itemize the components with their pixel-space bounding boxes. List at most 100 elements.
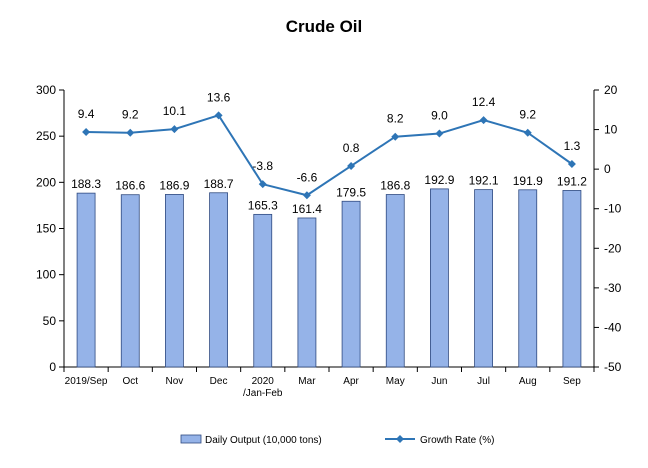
bar-value-label: 186.8: [380, 179, 410, 193]
line-value-label: 12.4: [472, 95, 496, 109]
bar: [253, 213, 273, 368]
left-tick-label: 50: [43, 314, 57, 328]
bar: [209, 192, 228, 368]
bar-value-label: 188.7: [204, 177, 234, 191]
line-value-label: 0.8: [343, 141, 360, 155]
x-tick-label: 2019/Sep: [65, 376, 108, 387]
line-point: [302, 191, 311, 200]
line-value-label: 9.2: [519, 108, 536, 122]
line-point: [126, 128, 135, 137]
line-value-label: 9.0: [431, 109, 448, 123]
line-point: [567, 159, 576, 168]
legend-bar-swatch: [180, 434, 202, 444]
right-tick-label: 20: [604, 83, 618, 97]
bar: [297, 217, 317, 368]
bar: [120, 194, 140, 368]
right-tick-label: -50: [604, 360, 622, 374]
data-labels: 188.3 186.6 186.9 188.7 165.3 161.4 179.5 186.8…: [71, 90, 587, 216]
left-tick-label: 150: [36, 222, 56, 236]
x-tick-label: Sep: [563, 376, 581, 387]
x-tick-label: Jul: [477, 376, 490, 387]
bar: [76, 192, 96, 368]
x-tick-label-line: Oct: [122, 376, 138, 387]
line-value-label: 1.3: [564, 139, 581, 153]
right-tick-label: -10: [604, 202, 622, 216]
line-value-label: 10.1: [163, 104, 187, 118]
line-value-label: 13.6: [207, 90, 231, 104]
line-point: [347, 161, 356, 170]
bar-value-label: 192.1: [469, 174, 499, 188]
bar-value-label: 165.3: [248, 198, 278, 212]
right-tick-label: 0: [604, 162, 611, 176]
legend-bar-label: Daily Output (10,000 tons): [205, 435, 322, 446]
x-tick-label-line: Apr: [343, 376, 359, 387]
bar-value-label: 188.3: [71, 177, 101, 191]
bar-value-label: 179.5: [336, 185, 366, 199]
bar-series: [76, 188, 582, 368]
bar-value-label: 191.2: [557, 174, 587, 188]
bar: [341, 200, 361, 368]
bar-value-label: 186.9: [159, 178, 189, 192]
left-tick-label: 100: [36, 268, 56, 282]
bar: [518, 189, 538, 368]
x-tick-label-line: Mar: [298, 376, 316, 387]
x-tick-label-line: Dec: [210, 376, 228, 387]
x-tick-label-line: Sep: [563, 376, 581, 387]
x-tick-label-line: Jul: [477, 376, 490, 387]
growth-line: [86, 114, 573, 197]
bar-value-label: 186.6: [115, 179, 145, 193]
x-tick-label: Dec: [210, 376, 228, 387]
x-tick-label: Jun: [431, 376, 447, 387]
line-value-label: -3.8: [252, 159, 273, 173]
x-tick-label-line: Aug: [519, 376, 537, 387]
x-tick-label-line: 2019/Sep: [65, 376, 108, 387]
legend-line-label: Growth Rate (%): [420, 435, 494, 446]
bar: [165, 194, 184, 368]
legend-line-marker: [396, 435, 404, 443]
line-series: [82, 111, 576, 200]
line-point: [523, 128, 532, 137]
line-point: [479, 116, 488, 125]
x-tick-label-line: 2020: [252, 376, 275, 387]
axes: 050100150200250300-50-40-30-20-100102020…: [36, 83, 622, 399]
bar-value-label: 161.4: [292, 202, 322, 216]
line-point: [391, 132, 400, 141]
x-tick-label: Oct: [122, 376, 138, 387]
x-tick-label-line: Nov: [166, 376, 184, 387]
right-tick-label: -20: [604, 241, 622, 255]
line-point: [258, 180, 267, 189]
line-value-label: -6.6: [297, 170, 318, 184]
bar-value-label: 191.9: [513, 174, 543, 188]
x-tick-label: Aug: [519, 376, 537, 387]
x-tick-label: Apr: [343, 376, 359, 387]
line-value-label: 9.4: [78, 107, 95, 121]
right-tick-label: -40: [604, 320, 622, 334]
left-tick-label: 200: [36, 175, 56, 189]
line-value-label: 8.2: [387, 112, 404, 126]
legend: Daily Output (10,000 tons) Growth Rate (%…: [180, 434, 494, 446]
x-tick-label-line: /Jan-Feb: [243, 388, 283, 399]
bar: [430, 188, 449, 368]
x-tick-label: Nov: [166, 376, 184, 387]
right-tick-label: -30: [604, 281, 622, 295]
x-tick-label: May: [386, 376, 405, 387]
line-value-label: 9.2: [122, 108, 139, 122]
line-point: [170, 125, 179, 134]
line-point: [435, 129, 444, 138]
x-tick-label-line: May: [386, 376, 405, 387]
left-tick-label: 250: [36, 129, 56, 143]
line-point: [82, 127, 91, 136]
line-point: [214, 111, 223, 120]
x-tick-label-line: Jun: [431, 376, 447, 387]
bar: [474, 189, 493, 368]
left-tick-label: 0: [49, 360, 56, 374]
chart-title: Crude Oil: [286, 17, 363, 36]
x-tick-label: 2020/Jan-Feb: [243, 376, 283, 399]
left-tick-label: 300: [36, 83, 56, 97]
bar: [385, 194, 405, 368]
x-tick-label: Mar: [298, 376, 316, 387]
right-tick-label: 10: [604, 123, 618, 137]
bar-value-label: 192.9: [424, 173, 454, 187]
bar: [562, 190, 582, 368]
